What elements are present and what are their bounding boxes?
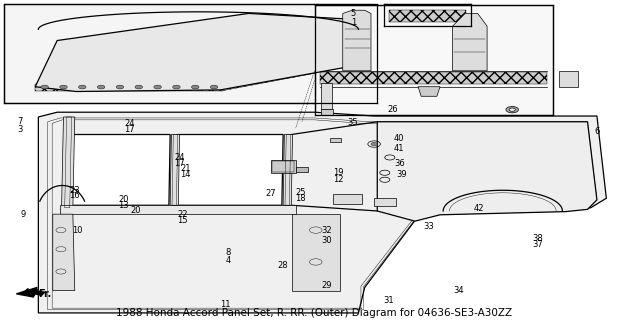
Polygon shape [60,205,296,214]
Text: 9: 9 [20,210,25,219]
Text: 28: 28 [278,261,289,270]
Polygon shape [384,4,471,26]
Bar [333,195,362,204]
Text: 13: 13 [118,201,129,210]
Polygon shape [170,134,179,205]
Text: 27: 27 [265,189,276,198]
Text: 32: 32 [322,226,332,235]
Text: 11: 11 [220,300,231,308]
Text: 4: 4 [225,256,230,265]
Text: 10: 10 [72,226,82,235]
Circle shape [172,85,180,89]
Text: 1: 1 [351,19,356,28]
Text: 37: 37 [532,240,543,249]
Text: 8: 8 [225,248,231,257]
Text: 38: 38 [532,234,543,243]
Polygon shape [292,214,340,291]
Text: 3: 3 [17,125,22,134]
Polygon shape [4,4,374,103]
Text: 42: 42 [474,204,484,213]
Circle shape [210,85,218,89]
Text: 21: 21 [181,164,191,173]
Circle shape [97,85,105,89]
Text: 17: 17 [124,125,135,134]
Text: 22: 22 [177,210,188,219]
Polygon shape [35,84,223,91]
Text: Fr.: Fr. [38,289,52,299]
Text: 30: 30 [322,236,332,245]
Polygon shape [223,58,362,91]
Circle shape [60,85,67,89]
Polygon shape [559,71,578,87]
Text: 24: 24 [174,153,185,162]
Text: 20: 20 [118,195,129,204]
Polygon shape [38,112,606,313]
Text: 6: 6 [594,127,599,136]
Text: 33: 33 [423,222,434,231]
Text: 12: 12 [333,175,343,184]
Text: 14: 14 [181,170,191,179]
Polygon shape [72,134,170,205]
Text: 5: 5 [351,9,356,18]
Text: 7: 7 [17,117,22,126]
Circle shape [116,85,124,89]
Text: 41: 41 [394,144,404,153]
Circle shape [509,108,515,111]
Text: 39: 39 [396,170,406,179]
Polygon shape [320,72,547,84]
Text: 18: 18 [296,194,306,203]
Circle shape [506,107,518,113]
Polygon shape [53,214,75,291]
Polygon shape [314,5,553,116]
Text: 36: 36 [394,159,404,168]
Polygon shape [321,109,333,116]
Text: 19: 19 [333,168,343,177]
Text: 31: 31 [383,296,394,305]
Text: 15: 15 [177,216,188,225]
Polygon shape [418,87,440,96]
Polygon shape [176,134,283,205]
Polygon shape [16,287,45,297]
Bar [272,161,294,172]
Text: 16: 16 [69,191,80,200]
Circle shape [191,85,199,89]
Polygon shape [35,13,362,92]
Bar [374,198,396,206]
Text: 25: 25 [296,188,306,197]
Text: 35: 35 [347,118,357,127]
Text: 26: 26 [387,105,398,114]
Polygon shape [343,10,371,71]
Circle shape [41,85,48,89]
Circle shape [79,85,86,89]
Text: 20: 20 [130,206,141,215]
Polygon shape [62,117,75,208]
Text: 29: 29 [322,281,332,290]
Polygon shape [296,167,308,172]
Text: 24: 24 [124,119,135,128]
Circle shape [135,85,143,89]
Polygon shape [283,134,292,205]
Text: 1988 Honda Accord Panel Set, R. RR. (Outer) Diagram for 04636-SE3-A30ZZ: 1988 Honda Accord Panel Set, R. RR. (Out… [116,308,513,318]
Circle shape [154,85,162,89]
Polygon shape [321,83,332,109]
Circle shape [371,142,377,146]
Text: 40: 40 [394,134,404,143]
Polygon shape [389,10,466,22]
Text: 17: 17 [174,159,185,168]
Polygon shape [453,13,487,71]
Polygon shape [330,138,341,142]
Bar [270,160,296,173]
Polygon shape [377,122,597,221]
Text: 23: 23 [69,186,80,195]
Text: 34: 34 [454,286,464,295]
